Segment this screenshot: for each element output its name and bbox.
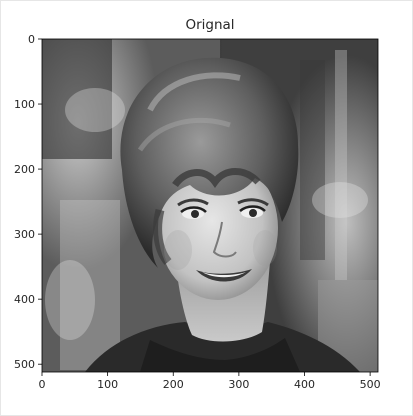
image-plot (42, 39, 378, 372)
y-tick-label: 500 (14, 358, 35, 371)
y-axis: 0 100 200 300 400 500 (14, 33, 42, 371)
nose (212, 221, 237, 258)
hair (120, 57, 299, 268)
right-eyebrow (237, 198, 269, 207)
y-tick-label: 100 (14, 98, 35, 111)
x-tick-label: 400 (294, 378, 315, 391)
chart-title: Orignal (185, 17, 234, 33)
y-tick-label: 400 (14, 293, 35, 306)
face (158, 156, 278, 300)
x-tick-label: 0 (39, 378, 46, 391)
left-eyebrow (177, 198, 209, 207)
y-tick-label: 0 (28, 33, 35, 46)
x-tick-label: 300 (228, 378, 249, 391)
x-tick-label: 100 (97, 378, 118, 391)
x-axis: 0 100 200 300 400 500 (39, 372, 381, 391)
y-tick-label: 200 (14, 163, 35, 176)
y-tick-label: 300 (14, 228, 35, 241)
x-tick-label: 200 (163, 378, 184, 391)
x-tick-label: 500 (360, 378, 381, 391)
axes-frame (41, 38, 379, 373)
